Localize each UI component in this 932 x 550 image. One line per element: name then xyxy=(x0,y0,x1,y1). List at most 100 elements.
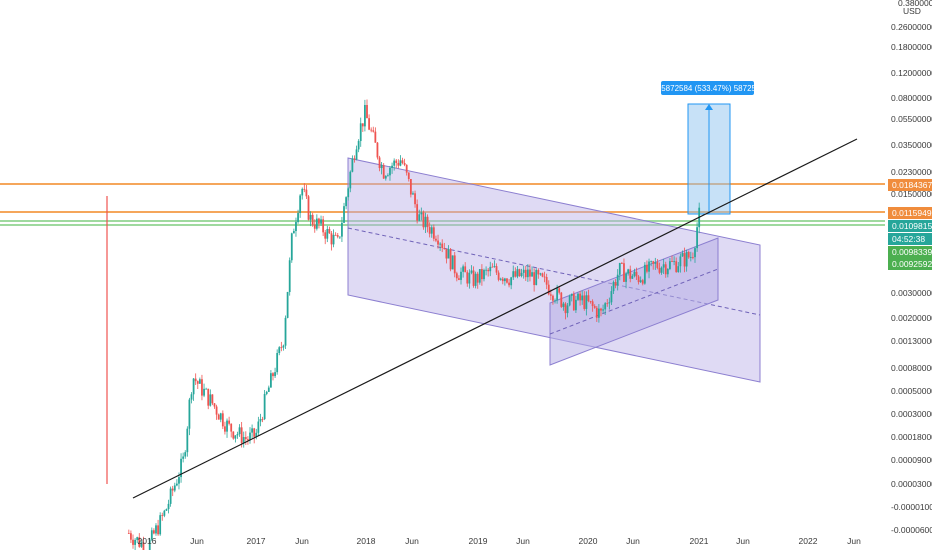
candle-body xyxy=(470,270,473,273)
candle-body xyxy=(175,483,178,486)
candle-body xyxy=(501,278,504,282)
candle-body xyxy=(692,257,694,258)
candle-body xyxy=(278,347,281,353)
x-tick-label: Jun xyxy=(405,536,419,546)
rising-trendline[interactable] xyxy=(132,138,858,499)
candle-body xyxy=(142,542,145,550)
candle-body xyxy=(272,373,274,377)
x-tick-label: Jun xyxy=(295,536,309,546)
candle-body xyxy=(234,435,237,439)
candle-body xyxy=(660,267,663,273)
candle-body xyxy=(499,278,502,280)
candle-body xyxy=(441,243,444,248)
candle-body xyxy=(608,302,611,304)
candle-body xyxy=(397,162,400,166)
candle-body xyxy=(683,253,686,267)
candle-body xyxy=(282,345,285,348)
candle-body xyxy=(221,413,224,427)
candle-body xyxy=(616,274,619,286)
candle-body xyxy=(184,452,187,457)
candle-body xyxy=(318,218,320,224)
candle-body xyxy=(140,542,143,547)
candle-body xyxy=(213,403,216,407)
candle-body xyxy=(570,293,573,296)
price-badge: 04:52:38 xyxy=(888,233,932,245)
candle-body xyxy=(650,261,653,263)
x-tick-label: 2020 xyxy=(579,536,598,546)
candle-body xyxy=(694,248,696,258)
candle-body xyxy=(389,167,391,176)
candle-body xyxy=(405,164,408,173)
candle-body xyxy=(303,188,306,190)
candle-body xyxy=(261,419,264,420)
candle-body xyxy=(646,264,648,272)
candle-body xyxy=(679,256,682,267)
candle-body xyxy=(512,271,515,278)
candle-body xyxy=(332,234,335,245)
candle-body xyxy=(165,509,168,511)
y-axis[interactable]: 0.38000000 USD 0.26000000 0.18000000 0.120… xyxy=(891,0,932,535)
candle-body xyxy=(566,305,569,314)
candle-body xyxy=(445,249,448,259)
candle-body xyxy=(153,530,155,534)
candle-body xyxy=(633,271,636,276)
candle-body xyxy=(132,539,134,545)
candle-body xyxy=(460,271,462,280)
candle-body xyxy=(368,118,370,130)
candle-body xyxy=(351,158,354,172)
candle-body xyxy=(244,437,247,440)
candle-body xyxy=(355,149,358,160)
candle-body xyxy=(503,278,506,282)
candle-body xyxy=(451,255,454,270)
candle-body xyxy=(654,262,657,264)
candle-body xyxy=(447,249,450,259)
candle-body xyxy=(276,352,279,373)
candle-body xyxy=(320,219,322,224)
candle-body xyxy=(207,388,210,406)
candle-body xyxy=(462,266,464,272)
candle-body xyxy=(685,252,688,267)
candle-body xyxy=(669,261,671,269)
candle-body xyxy=(681,253,684,257)
candle-body xyxy=(531,272,533,277)
candle-body xyxy=(591,301,594,307)
candle-body xyxy=(341,222,343,237)
y-tick-label: 0.05500000 xyxy=(891,114,932,124)
candle-body xyxy=(190,394,193,400)
candle-body xyxy=(687,252,690,258)
candle-body xyxy=(595,307,598,318)
candle-body xyxy=(232,431,235,439)
candle-body xyxy=(178,477,180,484)
candle-body xyxy=(418,214,421,221)
candle-body xyxy=(583,295,586,309)
candle-body xyxy=(407,172,410,179)
candle-body xyxy=(286,292,289,318)
candle-body xyxy=(161,515,164,516)
candle-body xyxy=(374,131,377,143)
price-badge-text: 04:52:38 xyxy=(892,234,925,244)
candle-body xyxy=(675,261,678,273)
candle-body xyxy=(324,232,327,239)
candle-body xyxy=(658,267,661,273)
candle-body xyxy=(606,303,609,305)
candle-body xyxy=(579,293,581,301)
descending-channel[interactable] xyxy=(347,157,761,383)
x-axis[interactable]: 2016 Jun 2017 Jun 2018 Jun 2019 Jun 2020 Jun 2021 J… xyxy=(138,536,862,546)
candle-body xyxy=(414,193,416,205)
candle-body xyxy=(432,227,435,239)
candle-body xyxy=(506,278,508,283)
candle-body xyxy=(370,129,373,131)
candle-body xyxy=(336,235,339,237)
candle-body xyxy=(664,264,667,275)
price-badge: 0.00983398 xyxy=(888,246,932,258)
candle-body xyxy=(478,269,481,283)
measure-label-box xyxy=(661,81,754,95)
candle-body xyxy=(359,123,362,142)
candle-body xyxy=(180,458,182,478)
candle-body xyxy=(215,406,218,415)
candle-body xyxy=(541,273,544,277)
candle-body xyxy=(514,271,517,277)
horizontal-levels xyxy=(0,183,885,226)
candle-body xyxy=(299,195,302,214)
